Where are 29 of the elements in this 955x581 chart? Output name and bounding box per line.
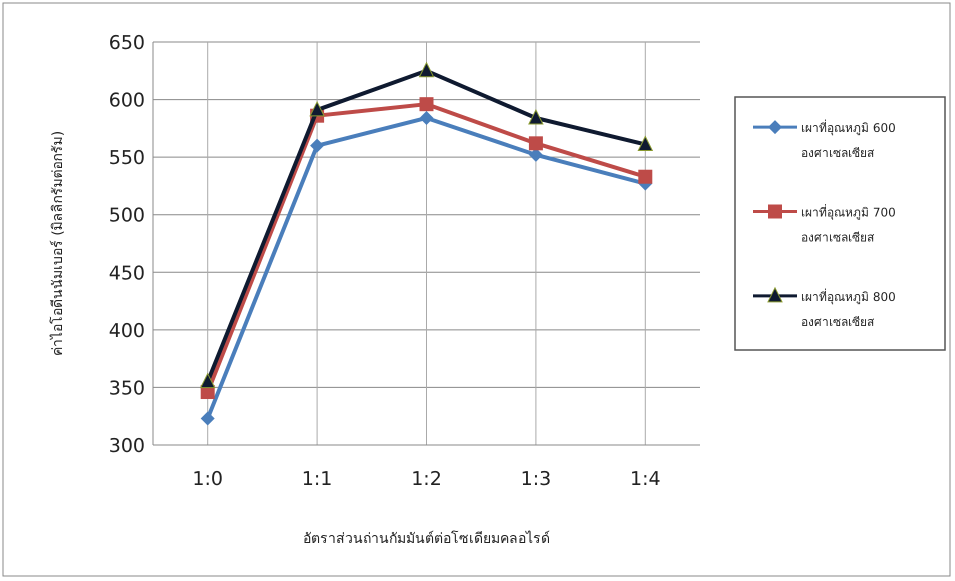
point [419,62,434,78]
x-axis-title: อัตราส่วนถ่านกัมมันต์ต่อโซเดียมคลอไรด์ [303,530,550,547]
point [638,170,652,184]
legend-label: เผาที่อุณหภูมิ 600 องศาเซลเซียส [801,119,896,160]
y-tick-label: 450 [108,262,145,284]
x-tick-label: 1:4 [630,468,661,490]
point [310,138,324,153]
y-tick-label: 650 [108,32,145,54]
x-tick-label: 1:0 [192,468,223,490]
point [420,97,434,112]
point [420,110,434,125]
point [310,101,325,116]
y-tick-label: 500 [108,204,145,227]
point [528,109,544,124]
legend-label: เผาที่อุณหภูมิ 800 องศาเซลเซียส [801,288,896,329]
y-tick-label: 300 [108,435,145,457]
x-tick-label: 1:3 [520,468,552,490]
legend-label: เผาที่อุณหภูมิ 700 องศาเซลเซียส [801,204,896,244]
point [200,412,215,426]
y-tick-label: 550 [108,147,145,170]
y-axis-title: ค่าไอโอดีนนัมเบอร์ (มิลลิกรัมต่อกรัม) [49,130,66,356]
y-tick-label: 400 [108,320,145,342]
x-tick-label: 1:1 [302,468,332,490]
y-tick-label: 350 [108,377,145,400]
point [200,373,216,388]
x-tick-label: 1:2 [411,468,442,490]
point [638,136,653,151]
point [528,136,543,150]
y-tick-label: 600 [108,90,145,112]
